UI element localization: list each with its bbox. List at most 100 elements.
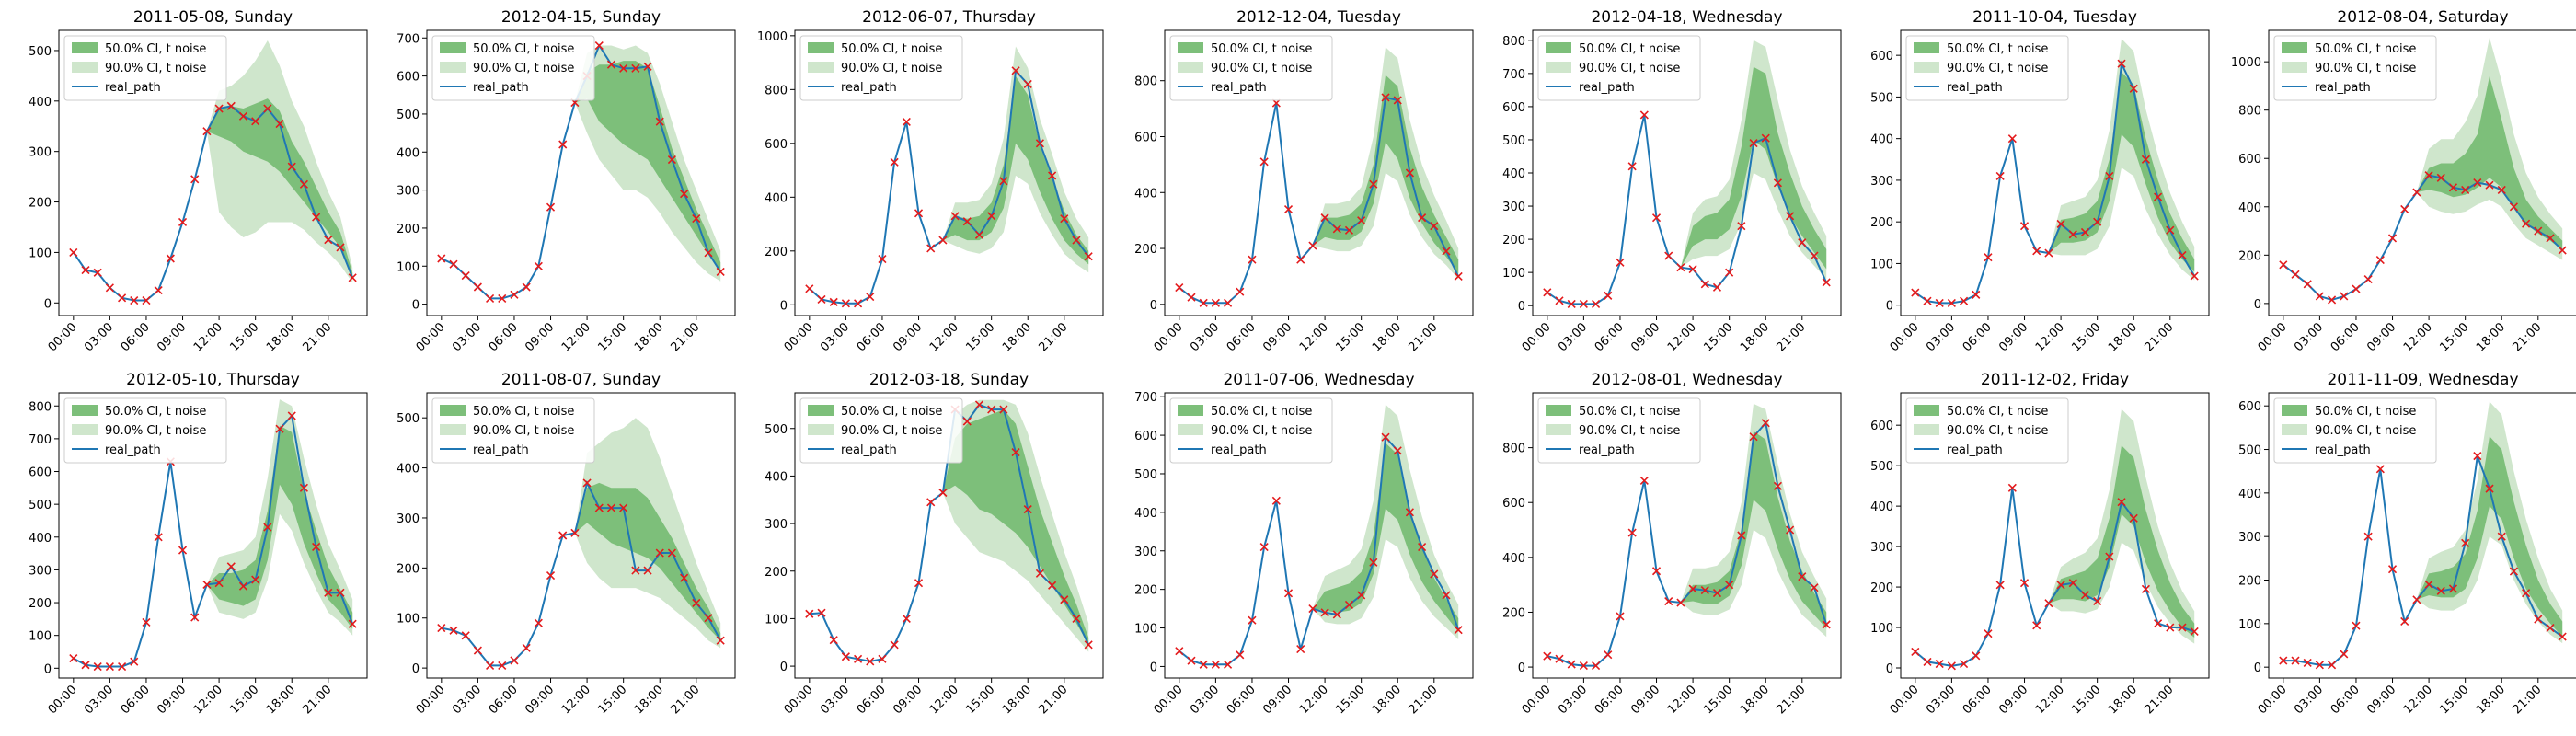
y-tick-label: 500	[29, 45, 52, 59]
x-tick-label: 21:00	[301, 320, 335, 354]
legend-ci90-swatch	[72, 424, 98, 435]
x-tick-label: 21:00	[2511, 320, 2545, 354]
y-tick-label: 0	[1518, 661, 1525, 675]
data-point-marker	[817, 608, 826, 617]
legend-real-path-label: real_path	[2315, 443, 2371, 457]
x-tick-label: 00:00	[1888, 683, 1922, 717]
data-point-marker	[1248, 615, 1257, 625]
data-point-marker	[214, 579, 224, 588]
subplot-title: 2011-07-06, Wednesday	[1223, 371, 1414, 389]
data-point-marker	[1271, 496, 1281, 505]
x-tick-label: 21:00	[669, 683, 703, 717]
data-point-marker	[348, 619, 357, 628]
x-tick-label: 15:00	[963, 320, 997, 354]
x-tick-label: 15:00	[595, 683, 629, 717]
x-tick-label: 03:00	[450, 320, 484, 354]
x-tick-label: 15:00	[1333, 683, 1367, 717]
legend-ci90-label: 90.0% CI, t noise	[1579, 62, 1680, 75]
data-point-marker	[312, 542, 321, 552]
data-point-marker	[2522, 589, 2531, 598]
data-point-marker	[2032, 247, 2041, 256]
data-point-marker	[2546, 234, 2555, 243]
data-point-marker	[1175, 647, 1184, 656]
y-tick-label: 400	[29, 96, 52, 109]
y-tick-label: 100	[29, 630, 52, 644]
axes-frame	[58, 392, 368, 679]
data-point-marker	[275, 424, 284, 433]
data-point-marker	[324, 588, 333, 597]
legend-box	[2273, 35, 2437, 101]
y-tick-label: 600	[1870, 50, 1893, 63]
data-point-marker	[226, 562, 236, 571]
data-point-marker	[1236, 287, 1245, 296]
data-point-marker	[1405, 508, 1414, 517]
legend-box	[799, 35, 963, 101]
legend-ci90-label: 90.0% CI, t noise	[1211, 424, 1312, 438]
data-point-marker	[190, 613, 200, 622]
data-point-marker	[1543, 651, 1552, 661]
y-tick-label: 300	[29, 146, 52, 160]
ci50-band	[2048, 445, 2195, 638]
legend-ci90-swatch	[1546, 62, 1571, 73]
data-point-marker	[534, 261, 543, 270]
y-tick-label: 800	[29, 400, 52, 414]
y-tick-label: 400	[1870, 500, 1893, 514]
legend-ci90-label: 90.0% CI, t noise	[1211, 62, 1312, 75]
data-point-marker	[680, 573, 689, 582]
x-tick-label: 00:00	[1520, 320, 1554, 354]
real-path-line	[1915, 60, 2196, 305]
x-tick-label: 12:00	[559, 320, 593, 354]
axes-frame	[1532, 392, 1842, 679]
data-point-marker	[2117, 498, 2126, 507]
data-point-marker	[1688, 264, 1697, 274]
data-point-marker	[606, 60, 616, 69]
data-point-marker	[1211, 298, 1220, 307]
legend-real-path-label: real_path	[473, 443, 529, 457]
data-point-marker	[202, 127, 212, 136]
legend-box	[799, 397, 963, 464]
y-tick-label: 200	[1502, 606, 1525, 620]
legend-ci50-label: 50.0% CI, t noise	[473, 405, 574, 419]
subplot-title: 2012-03-18, Sunday	[869, 371, 1029, 389]
legend-ci50-label: 50.0% CI, t noise	[1947, 42, 2048, 56]
x-tick-label: 00:00	[782, 683, 816, 717]
data-point-marker	[449, 626, 458, 635]
x-tick-label: 21:00	[1407, 683, 1441, 717]
data-point-marker	[841, 299, 850, 308]
data-point-marker	[2461, 185, 2470, 194]
data-point-marker	[1035, 569, 1044, 578]
y-tick-label: 300	[765, 518, 788, 532]
data-point-marker	[2154, 619, 2163, 628]
data-point-marker	[1023, 505, 1032, 514]
data-point-marker	[1023, 79, 1032, 89]
y-tick-label: 400	[1502, 552, 1525, 566]
data-point-marker	[866, 292, 875, 302]
legend-ci50-label: 50.0% CI, t noise	[1211, 42, 1312, 56]
x-tick-label: 09:00	[2364, 320, 2398, 354]
data-point-marker	[667, 548, 676, 558]
data-point-marker	[154, 286, 163, 295]
data-point-marker	[1627, 528, 1637, 537]
data-point-marker	[962, 417, 972, 426]
subplot: 2012-04-18, Wednesday 0 100 200 300 400 500 600…	[1502, 8, 1842, 354]
data-point-marker	[974, 230, 984, 239]
data-point-marker	[473, 282, 482, 292]
data-point-marker	[1604, 291, 1613, 300]
legend-real-path-label: real_path	[473, 81, 529, 95]
x-tick-label: 06:00	[1225, 683, 1259, 717]
data-point-marker	[2400, 204, 2409, 213]
data-point-marker	[214, 104, 224, 113]
data-point-marker	[461, 631, 470, 640]
x-tick-label: 18:00	[1000, 683, 1034, 717]
data-point-marker	[2340, 650, 2349, 659]
ci50-band	[942, 409, 1089, 645]
data-point-marker	[2080, 227, 2090, 237]
ci50-band	[574, 61, 721, 272]
data-point-marker	[2497, 185, 2506, 194]
y-tick-label: 500	[1134, 468, 1157, 482]
y-tick-label: 0	[44, 297, 52, 311]
x-tick-label: 21:00	[2511, 683, 2545, 717]
x-tick-label: 06:00	[1593, 683, 1627, 717]
subplot-title: 2011-12-02, Friday	[1981, 371, 2129, 389]
